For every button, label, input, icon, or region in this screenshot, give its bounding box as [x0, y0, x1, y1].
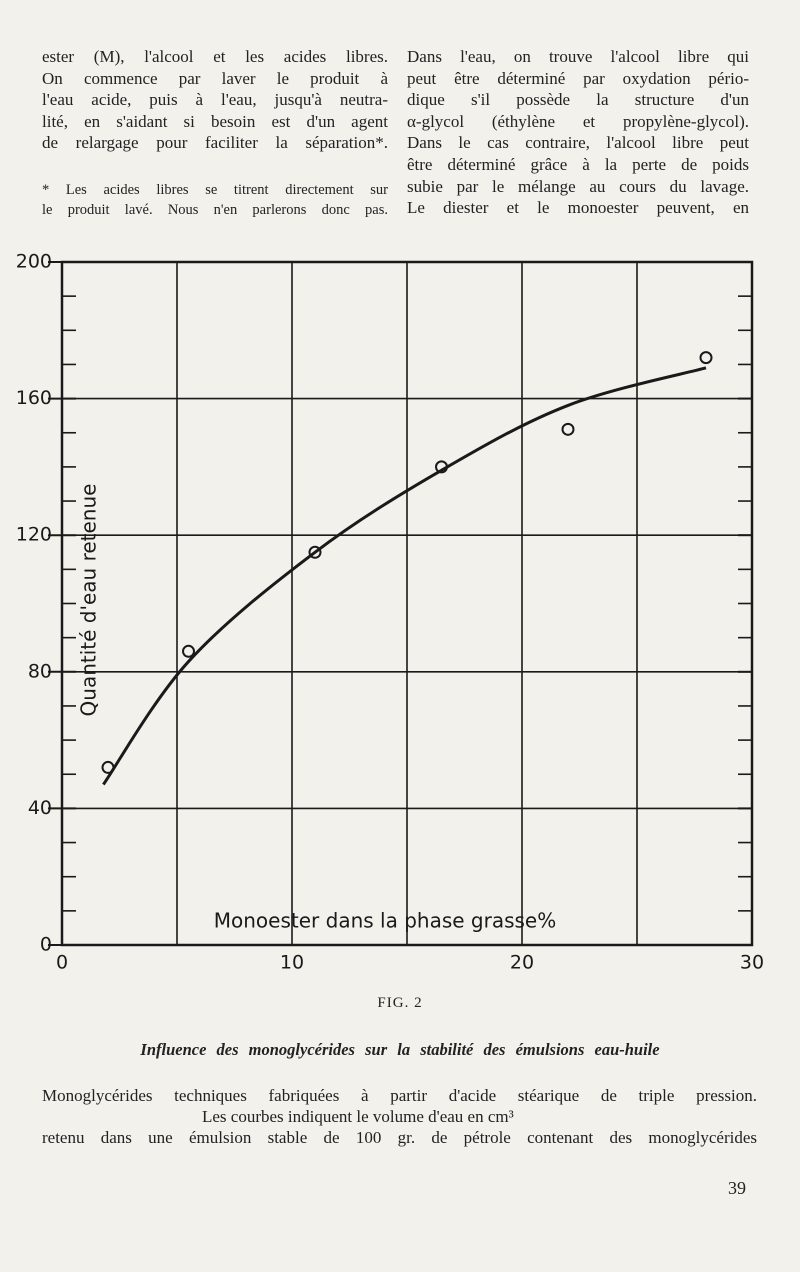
left-column: ester (M), l'alcool et les acides libres… — [42, 46, 388, 154]
y-tick-label: 40 — [28, 797, 52, 819]
text-line: subie par le mélange au cours du lavage. — [407, 176, 749, 196]
text-line: α-glycol (éthylène et propylène-glycol). — [407, 111, 749, 131]
figure-caption: Influence des monoglycérides sur la stab… — [140, 1040, 660, 1059]
text-line: lité, en s'aidant si besoin est d'un age… — [42, 111, 388, 131]
curve — [102, 366, 707, 786]
x-axis-title: Monoester dans la phase grasse% — [214, 909, 556, 933]
text-line: dique s'il possède la structure d'un — [407, 90, 749, 110]
text-line: On commence par laver le produit à — [42, 68, 388, 88]
text-line: l'eau acide, puis à l'eau, jusqu'à neutr… — [42, 90, 388, 110]
y-tick-label: 80 — [28, 660, 52, 682]
y-tick-label: 120 — [16, 524, 52, 546]
data-point — [699, 351, 713, 365]
text-line: Le diester et le monoester peuvent, en — [407, 198, 749, 218]
description-line: Monoglycérides techniques fabriquées à p… — [42, 1086, 757, 1105]
description-line: retenu dans une émulsion stable de 100 g… — [42, 1128, 757, 1147]
page-number: 39 — [728, 1178, 746, 1198]
y-tick-label: 160 — [16, 387, 52, 409]
text-line: peut être déterminé par oxydation pério- — [407, 68, 749, 88]
y-tick-label: 200 — [16, 251, 52, 273]
x-tick-label: 0 — [56, 952, 68, 974]
description-line: Les courbes indiquent le volume d'eau en… — [202, 1107, 514, 1126]
figure-description: Monoglycérides techniques fabriquées à p… — [42, 1085, 757, 1148]
text-line: être déterminé grâce à la perte de poids — [407, 154, 749, 174]
y-axis-title: Quantité d'eau retenue — [77, 484, 101, 717]
x-tick-label: 20 — [510, 952, 534, 974]
footnote: * Les acides libres se titrent directeme… — [42, 180, 388, 220]
chart: Monoester dans la phase grasse% Quantité… — [16, 251, 764, 974]
right-column: Dans l'eau, on trouve l'alcool libre qui… — [407, 46, 749, 219]
x-tick-label: 30 — [740, 952, 764, 974]
x-tick-label: 10 — [280, 952, 304, 974]
text-line: de relargage pour faciliter la séparatio… — [42, 133, 388, 153]
text-line: ester (M), l'alcool et les acides libres… — [42, 47, 388, 66]
data-point — [182, 644, 195, 658]
figure-label: FIG. 2 — [377, 995, 423, 1011]
footnote-line: le produit lavé. Nous n'en parlerons don… — [42, 202, 388, 218]
data-point — [561, 422, 575, 436]
text-line: Dans le cas contraire, l'alcool libre pe… — [407, 133, 749, 153]
text-line: Dans l'eau, on trouve l'alcool libre qui — [407, 47, 749, 66]
y-tick-label: 0 — [40, 934, 52, 956]
footnote-line: * Les acides libres se titrent directeme… — [42, 182, 388, 198]
